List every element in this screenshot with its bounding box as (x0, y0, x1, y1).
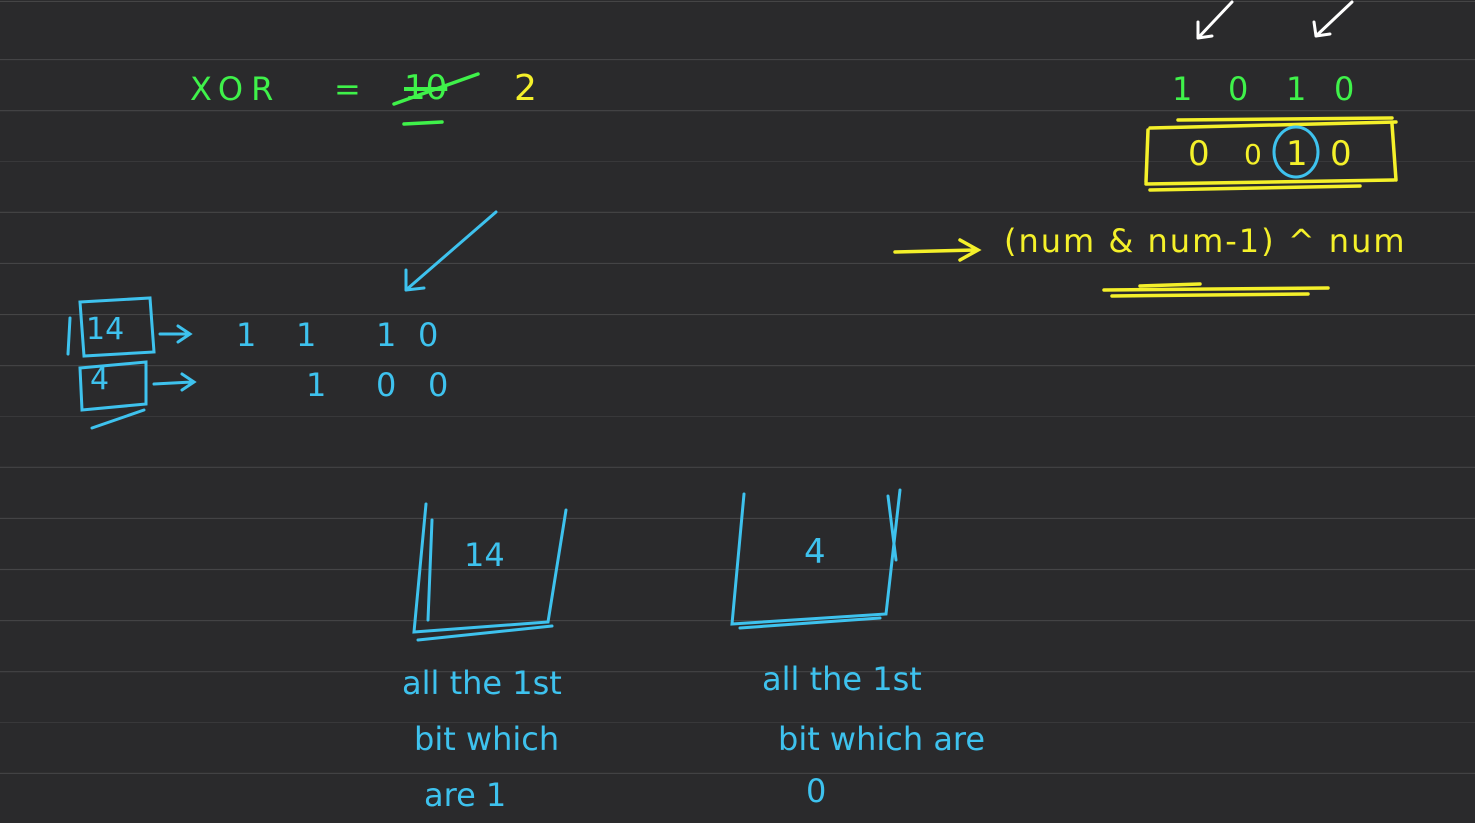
row-14-bit-1: 1 (236, 316, 257, 354)
row-14-bit-2: 1 (296, 316, 317, 354)
row-14-bit-3: 1 (376, 316, 397, 354)
row-14-number: 14 (86, 312, 125, 347)
bucket-4-caption-3: 0 (806, 772, 827, 810)
bit-top-1: 1 (1172, 70, 1193, 108)
bucket-4-caption-2: bit which are (778, 720, 986, 758)
bucket-14-caption-3: are 1 (424, 776, 507, 814)
bucket-14-caption-2: bit which (414, 720, 560, 758)
row-4-bit-1: 1 (306, 366, 327, 404)
bit-top-2: 0 (1228, 70, 1249, 108)
bit-boxed-4: 0 (1330, 134, 1352, 174)
bit-top-4: 0 (1334, 70, 1355, 108)
formula: (num & num-1) ^ num (1004, 222, 1407, 260)
xor-label: XOR (190, 70, 282, 108)
bit-boxed-3: 1 (1286, 134, 1308, 174)
row-4-bit-2: 0 (376, 366, 397, 404)
xor-old-value: 10 (404, 68, 448, 108)
row-4-number: 4 (90, 362, 110, 397)
bit-boxed-1: 0 (1188, 134, 1210, 174)
bucket-4-value: 4 (804, 532, 826, 572)
xor-new-value: 2 (514, 68, 537, 109)
bucket-14-value: 14 (464, 536, 505, 574)
bucket-14-caption-1: all the 1st (402, 664, 562, 702)
bit-boxed-2: 0 (1244, 138, 1262, 171)
row-14-bit-4: 0 (418, 316, 439, 354)
bit-top-3: 1 (1286, 70, 1307, 108)
bucket-4-caption-1: all the 1st (762, 660, 922, 698)
xor-equals: = (334, 70, 361, 108)
row-4-bit-3: 0 (428, 366, 449, 404)
